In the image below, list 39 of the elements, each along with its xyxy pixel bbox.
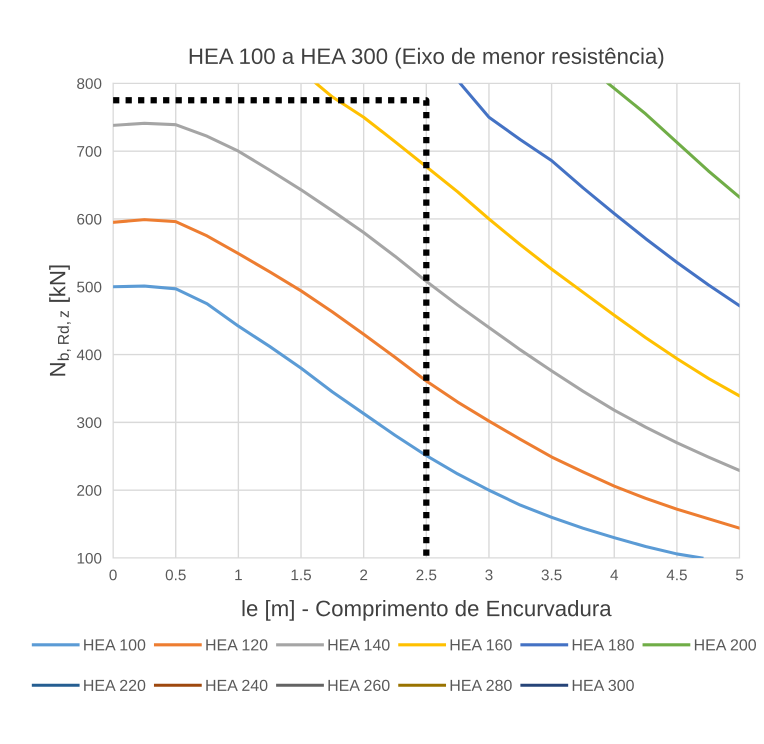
y-tick-label: 200: [77, 485, 102, 496]
x-tick-label: 2: [360, 570, 368, 580]
y-tick-label: 600: [77, 214, 102, 225]
x-tick-label: 3: [485, 570, 493, 580]
line-series: [113, 122, 740, 472]
line-series: [606, 83, 740, 199]
y-axis-title: N$_{b,Rd,z}$ [kN]: [49, 265, 71, 376]
y-tick-label: 100: [78, 552, 102, 564]
legend-label: HEA 300: [572, 680, 634, 692]
legend-label: HEA 160: [450, 639, 512, 651]
y-tick-label: 800: [77, 78, 102, 90]
y-tick-label: 300: [77, 417, 102, 428]
legend-label: HEA 260: [328, 680, 390, 692]
x-tick-label: 5: [736, 570, 744, 580]
x-tick-label: 4: [610, 570, 618, 580]
x-tick-label: 4.5: [666, 570, 687, 580]
x-tick-label: 2.5: [416, 570, 436, 580]
y-tick-label: 400: [76, 349, 102, 360]
x-tick-label: 1.5: [292, 570, 311, 580]
line-series: [458, 83, 740, 308]
legend-label: HEA 180: [572, 639, 634, 651]
legend-label: HEA 140: [328, 639, 390, 651]
x-axis-title: le [m] - Comprimento de Encurvadura: [242, 600, 612, 621]
chart-title: HEA 100 a HEA 300 (Eixo de menor resistência): [190, 48, 664, 68]
line-series: [113, 284, 704, 558]
legend-label: HEA 100: [84, 639, 146, 651]
legend-label: HEA 220: [84, 680, 146, 692]
x-tick-label: 0: [109, 570, 117, 580]
x-tick-label: 3.5: [542, 570, 562, 580]
x-tick-label: 1: [235, 570, 242, 580]
y-tick-label: 700: [77, 146, 102, 157]
line-series: [314, 83, 740, 398]
x-tick-label: 0.5: [166, 570, 186, 580]
legend-label: HEA 200: [694, 639, 756, 651]
legend-label: HEA 120: [206, 639, 268, 651]
y-tick-label: 500: [77, 282, 102, 292]
legend-label: HEA 280: [450, 680, 512, 692]
legend-label: HEA 240: [206, 680, 268, 692]
line-series: [113, 218, 740, 530]
